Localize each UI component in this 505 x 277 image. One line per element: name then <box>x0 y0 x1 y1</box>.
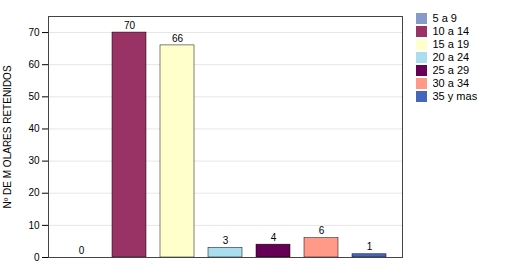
svg-text:60: 60 <box>28 59 40 70</box>
svg-text:6: 6 <box>319 225 325 236</box>
svg-text:40: 40 <box>28 123 40 134</box>
svg-text:10: 10 <box>28 220 40 231</box>
svg-text:3: 3 <box>223 235 229 246</box>
svg-text:70: 70 <box>124 20 136 31</box>
svg-text:0: 0 <box>34 252 40 263</box>
svg-text:20: 20 <box>28 187 40 198</box>
html-text:15 a 19: 15 a 19 <box>432 38 470 50</box>
svg-text:50: 50 <box>28 91 40 102</box>
html-text:35 y mas: 35 y mas <box>432 90 478 102</box>
html-text:5 a 9: 5 a 9 <box>432 12 457 24</box>
svg-text:0: 0 <box>79 245 85 256</box>
svg-text:Nº DE M OLARES RETENIDOS: Nº DE M OLARES RETENIDOS <box>2 65 13 208</box>
html-text:30 a 34: 30 a 34 <box>432 77 470 89</box>
svg-text:70: 70 <box>28 27 40 38</box>
svg-text:4: 4 <box>271 232 277 243</box>
html-text:25 a 29: 25 a 29 <box>432 64 470 76</box>
svg-text:66: 66 <box>172 33 184 44</box>
html-text:20 a 24: 20 a 24 <box>432 51 470 63</box>
html-text:10 a 14: 10 a 14 <box>432 25 470 37</box>
svg-text:30: 30 <box>28 155 40 166</box>
svg-text:1: 1 <box>367 241 373 252</box>
